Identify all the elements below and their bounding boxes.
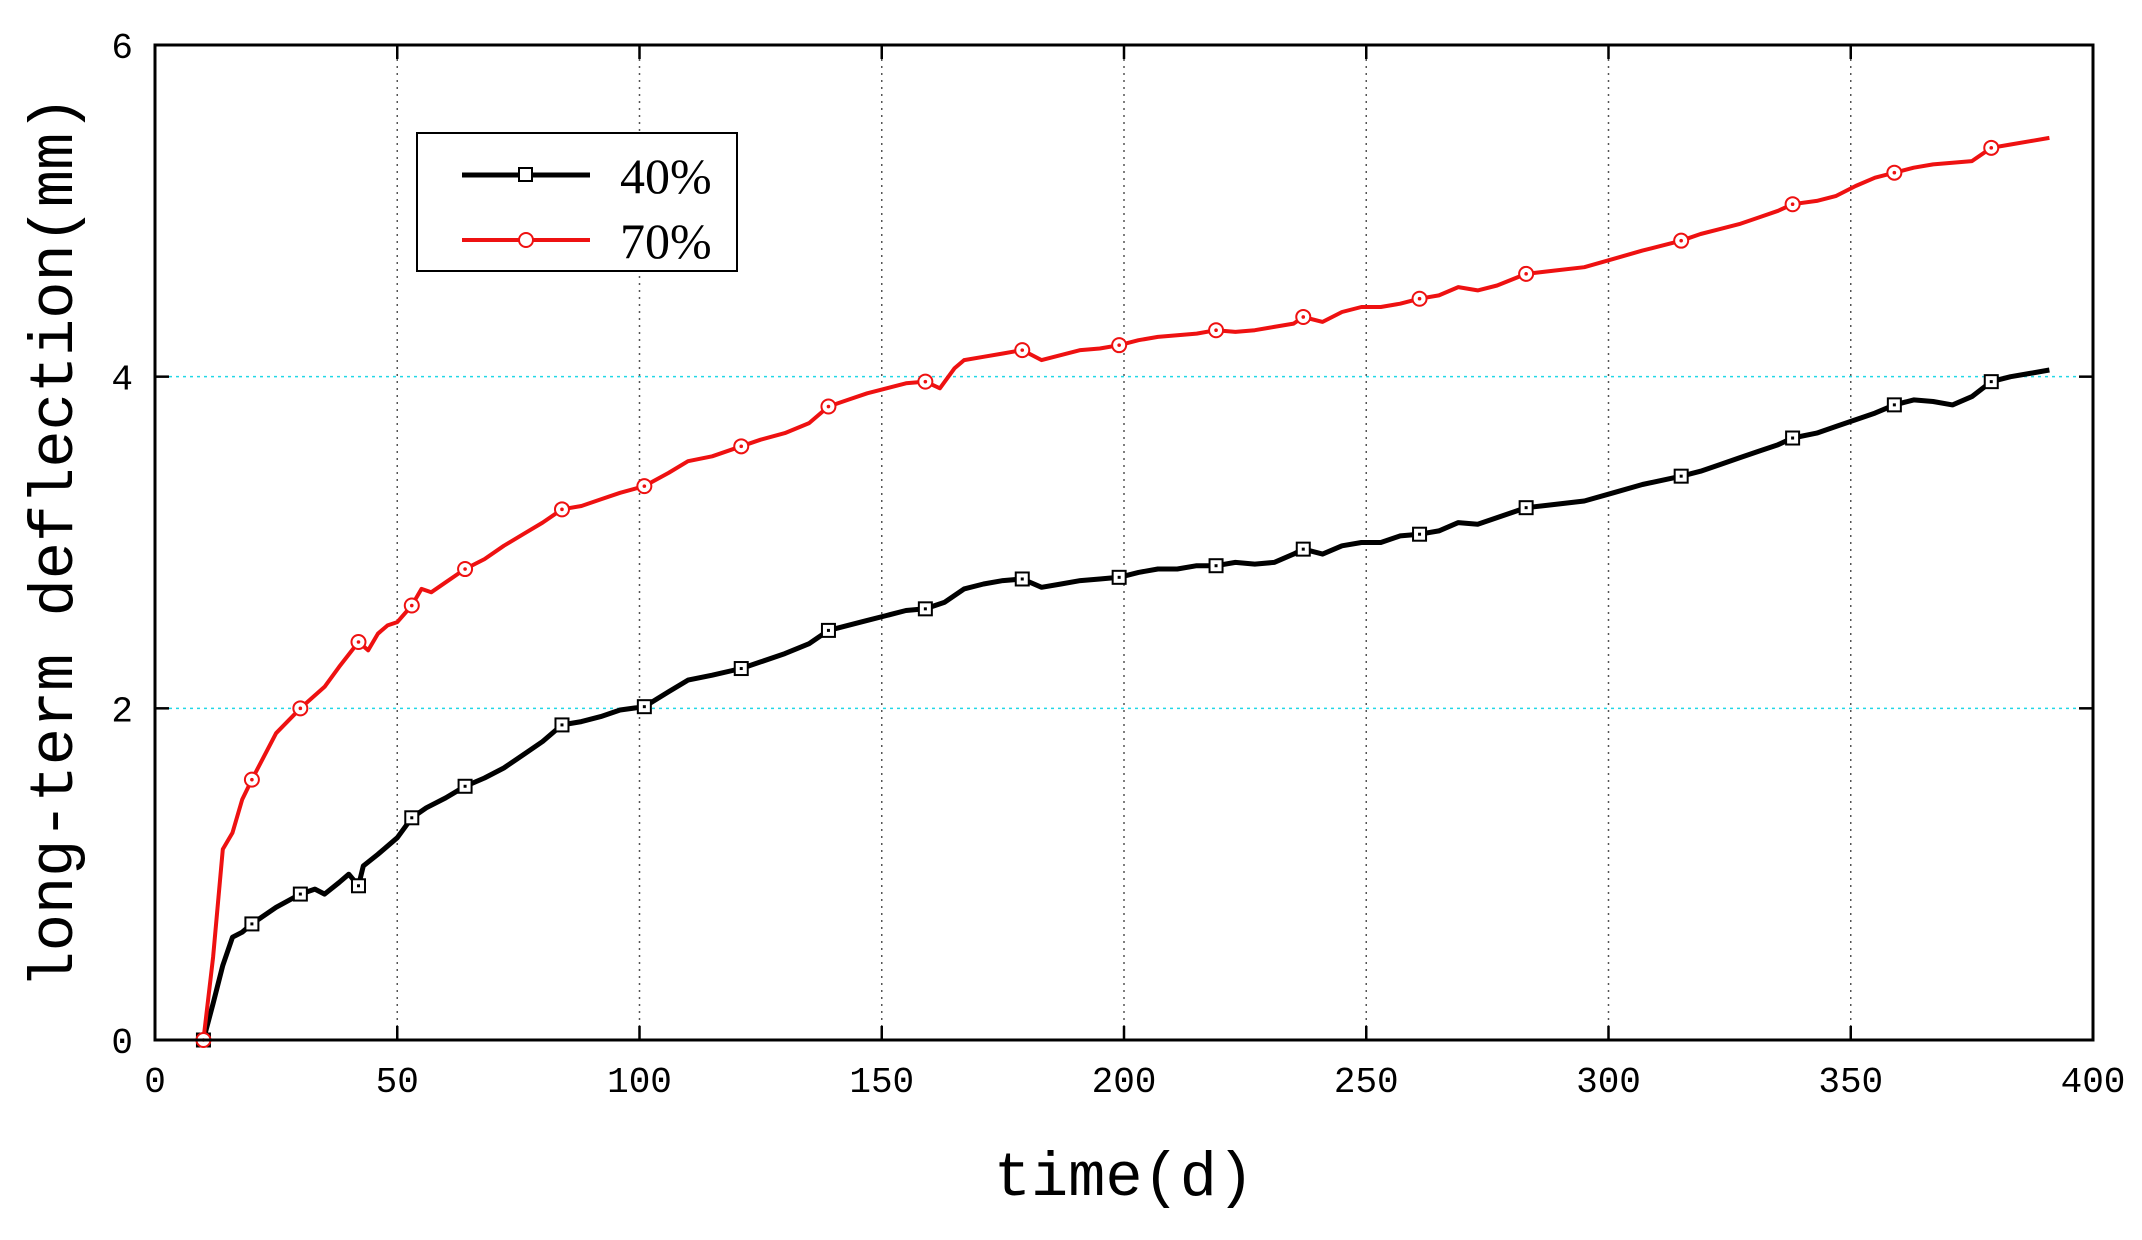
data-point-circle-dot [642,484,647,488]
data-point-square-dot [1989,380,1993,384]
data-point-square-dot [463,784,467,788]
y-tick-label: 0 [111,1023,133,1064]
data-point-square-dot [642,705,646,709]
legend-label-70: 70% [620,213,712,269]
data-point-square-dot [923,607,927,611]
data-point-square-dot [356,884,360,888]
data-point-square-dot [1214,564,1218,568]
data-point-circle-dot [1790,202,1795,206]
data-point-square-dot [1892,403,1896,407]
data-point-circle-dot [463,567,467,571]
data-point-square-dot [1301,547,1305,551]
legend-marker-circle [518,232,534,248]
data-point-circle-dot [409,603,414,608]
legend: 40% 70% [416,132,738,272]
data-point-circle-dot [1417,296,1422,301]
series-line-70 [201,135,2050,1041]
data-point-circle-dot [1679,238,1683,243]
data-point-circle-dot [250,777,254,782]
x-tick-label: 400 [2061,1062,2126,1103]
data-point-circle-dot [739,444,744,449]
data-point-square-dot [1679,474,1683,478]
legend-label-40: 40% [620,148,712,204]
x-tick-label: 100 [607,1062,672,1103]
x-tick-label: 200 [1092,1062,1157,1103]
data-point-circle-dot [1214,328,1218,333]
x-tick-label: 300 [1576,1062,1641,1103]
series-layer [195,135,2050,1048]
data-point-square-dot [1791,436,1795,440]
data-point-square-dot [560,723,564,727]
data-point-circle-dot [560,507,564,512]
x-tick-label: 350 [1818,1062,1883,1103]
data-point-square-dot [1418,532,1422,536]
x-axis-title: time(d) [994,1143,1254,1214]
data-point-square-dot [739,667,743,671]
y-tick-label: 6 [111,28,133,69]
x-tick-label: 0 [144,1062,166,1103]
axis-ticks: 0 50 100 150 200 250 300 350 400 0 2 4 6 [111,28,2125,1103]
data-point-circle-dot [1301,315,1306,319]
data-point-circle-dot [1524,272,1528,276]
data-point-circle-dot [1989,146,1994,150]
data-point-circle-dot [826,404,831,409]
data-point-circle-dot [923,379,928,384]
series-line-40 [200,367,2050,1041]
data-point-square-dot [1020,577,1024,581]
x-tick-label: 250 [1334,1062,1399,1103]
x-tick-label: 50 [376,1062,419,1103]
x-tick-label: 150 [849,1062,914,1103]
data-point-circle-dot [1892,170,1897,175]
data-point-square-dot [1524,506,1528,510]
y-axis-title: long-term deflection(mm) [20,96,91,989]
data-point-circle-dot [1020,348,1025,352]
data-point-square-dot [826,628,830,632]
data-point-square-dot [298,892,302,896]
data-point-square-dot [1117,575,1121,579]
data-point-circle-dot [298,706,303,711]
legend-marker-square [518,167,533,182]
data-point-square-dot [410,816,414,820]
legend-box [416,132,738,272]
data-point-circle-dot [1117,343,1121,347]
data-point-square-dot [250,922,254,926]
data-point-circle-dot [356,640,361,644]
grid [155,45,2093,1040]
y-tick-label: 4 [111,360,133,401]
y-tick-label: 2 [111,691,133,732]
